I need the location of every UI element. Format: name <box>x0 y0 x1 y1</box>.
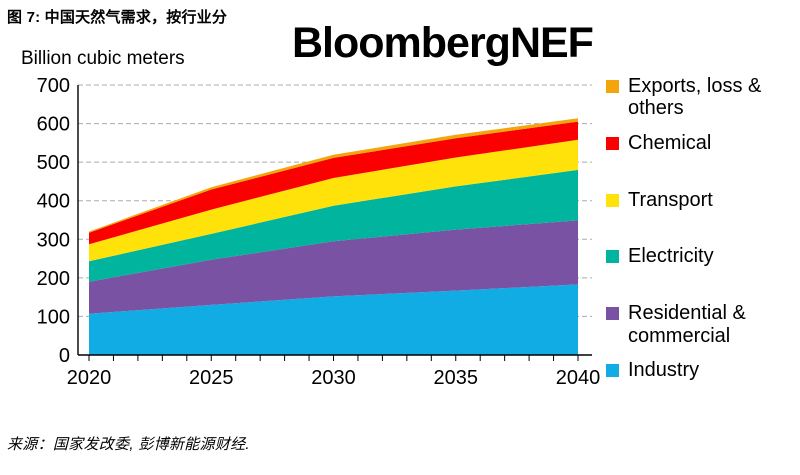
bloombergnef-watermark: BloombergNEF <box>292 19 594 67</box>
legend-item-chemical: Chemical <box>606 132 711 154</box>
x-tick-label-2020: 2020 <box>67 367 112 389</box>
legend-swatch-exports-loss-others <box>606 80 619 93</box>
x-tick-label-2040: 2040 <box>556 367 601 389</box>
legend-item-exports-loss-others: Exports, loss & others <box>606 75 798 120</box>
x-tick-label-2035: 2035 <box>434 367 479 389</box>
stacked-area-chart: 2020 2025 2030 2035 2040 0 100 200 300 400 500 600 7… <box>37 75 601 389</box>
legend-swatch-chemical <box>606 136 619 150</box>
y-axis-unit-label: Billion cubic meters <box>21 48 185 69</box>
legend-label: Industry <box>628 359 700 381</box>
x-tick-label-2025: 2025 <box>189 367 234 389</box>
legend-label: Electricity <box>628 245 714 268</box>
y-tick-label-600: 600 <box>37 114 70 136</box>
legend-label: Exports, loss & others <box>628 75 762 120</box>
legend-label: Residential & commercial <box>628 302 746 347</box>
y-tick-label-0: 0 <box>59 345 70 367</box>
legend-item-industry: Industry <box>606 359 699 381</box>
legend-swatch-transport <box>606 193 619 207</box>
legend: Exports, loss & others Chemical Transport E… <box>606 0 798 420</box>
y-tick-label-400: 400 <box>37 191 70 213</box>
area-chemical <box>89 121 578 245</box>
area-residential-commercial <box>89 220 578 314</box>
legend-label: Chemical <box>628 131 712 154</box>
y-tick-label-300: 300 <box>37 229 70 251</box>
y-tick-label-200: 200 <box>37 268 70 290</box>
legend-swatch-electricity <box>606 250 619 264</box>
y-tick-label-500: 500 <box>37 152 70 174</box>
area-industry <box>89 284 578 355</box>
legend-item-residential-commercial: Residential & commercial <box>606 302 798 347</box>
x-tick-label-2030: 2030 <box>311 367 356 389</box>
y-tick-label-700: 700 <box>37 75 70 97</box>
source-note: 来源：国家发改委, 彭博新能源财经. <box>7 436 250 453</box>
area-electricity <box>89 169 578 282</box>
legend-item-transport: Transport <box>606 189 713 211</box>
legend-item-electricity: Electricity <box>606 245 714 267</box>
legend-swatch-residential-commercial <box>606 307 619 321</box>
legend-swatch-industry <box>606 364 619 377</box>
y-tick-label-100: 100 <box>37 306 70 328</box>
figure-title: 图 7: 中国天然气需求，按行业分 <box>7 9 228 26</box>
legend-label: Transport <box>628 188 713 211</box>
area-transport <box>89 139 578 262</box>
